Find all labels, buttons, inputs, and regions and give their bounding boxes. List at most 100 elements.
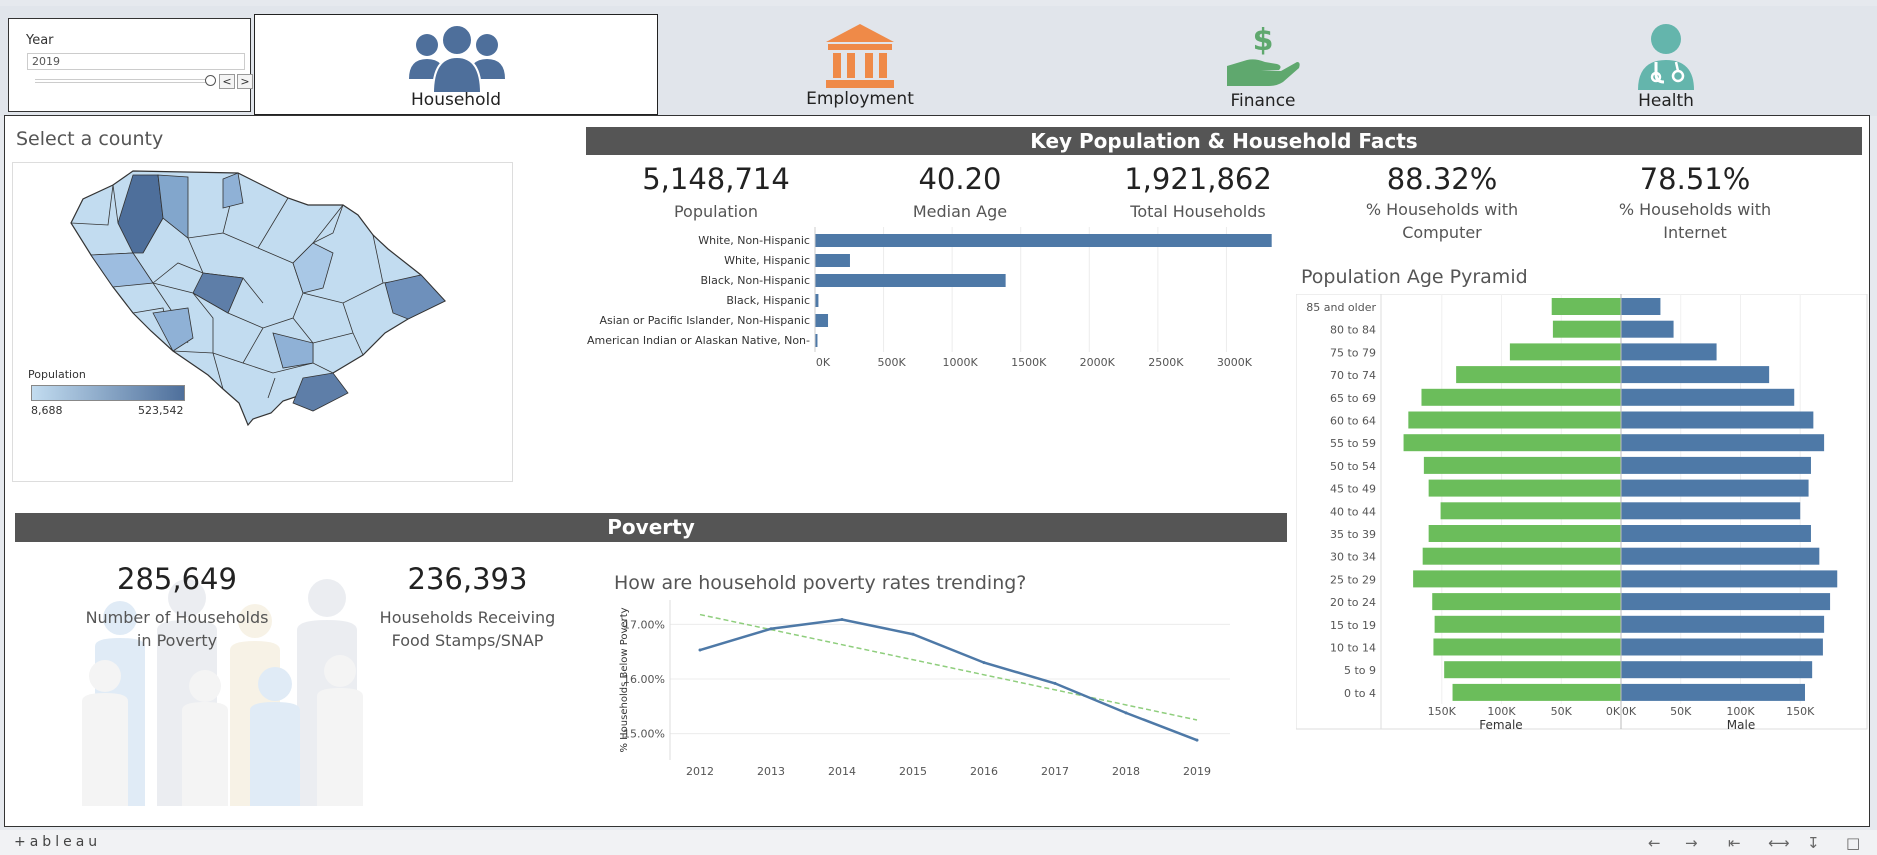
map-legend-gradient [31,385,185,401]
kpi-households-in-poverty-value: 285,649 [117,562,237,596]
race-category-label: Asian or Pacific Islander, Non-Hispanic [600,314,811,327]
race-population-chart[interactable]: 0K 500K 1000K 1500K 2000K 2500K 3000K White, No… [560,227,1300,377]
pyramid-female-bar [1408,411,1621,429]
pyramid-age-label: 85 and older [1306,301,1376,314]
money-hand-icon: $ [1227,23,1300,86]
trend-y-tick: 17.00% [623,618,665,631]
revert-icon[interactable]: ⇤ [1728,834,1741,852]
pyramid-male-bar [1621,388,1795,406]
race-bar [815,334,818,347]
svg-text:$: $ [1253,23,1274,58]
poverty-trend-chart[interactable]: 15.00% 16.00% 17.00% 2012 2013 2014 2015 2016 20… [610,600,1240,790]
pyramid-male-bar [1621,456,1811,474]
pyramid-male-bar [1621,547,1820,565]
race-x-tick: 2500K [1148,356,1184,369]
pyramid-x-tick-right: 50K [1670,705,1692,718]
pyramid-female-bar [1456,366,1621,384]
bank-building-icon [826,24,894,88]
age-pyramid-chart[interactable]: 85 and older 80 to 84 75 to 79 70 to 74 65 t… [1296,294,1868,730]
trend-point [1195,738,1199,742]
undo-icon[interactable]: ← [1648,834,1661,852]
year-slider-track[interactable] [35,79,215,83]
pyramid-male-bar [1621,479,1809,497]
pyramid-male-bar [1621,683,1805,701]
poverty-trend-title: How are household poverty rates trending… [614,572,1027,594]
pyramid-male-bar [1621,502,1801,520]
pyramid-age-label: 75 to 79 [1330,346,1376,359]
redo-icon[interactable]: → [1685,834,1698,852]
year-filter[interactable]: Year 2019 < > [8,18,253,112]
race-x-tick: 1000K [943,356,979,369]
tab-finance[interactable]: $ Finance [1163,14,1363,115]
kpi-computer-value: 88.32% [1386,162,1498,196]
race-x-tick: 3000K [1217,356,1253,369]
kpi-food-stamps: 236,393 Households Receiving Food Stamps… [360,562,575,652]
trend-x-tick: 2018 [1112,765,1140,778]
kpi-total-households-label: Total Households [1130,202,1266,221]
pyramid-male-bar [1621,570,1838,588]
race-category-label: Black, Non-Hispanic [700,274,810,287]
trend-series-line [699,618,1198,742]
trend-point [982,661,986,665]
download-icon[interactable]: ↧ [1807,834,1820,852]
map-legend-title: Population [28,368,86,381]
pyramid-female-bar [1432,593,1621,611]
pyramid-male-axis-label: Male [1727,718,1755,730]
pyramid-male-bar [1621,525,1811,542]
tab-health[interactable]: Health [1566,14,1766,115]
pyramid-female-bar [1422,547,1621,565]
pyramid-male-bar [1621,411,1814,429]
tab-employment[interactable]: Employment [760,14,960,115]
year-filter-label: Year [26,33,54,48]
pyramid-male-bar [1621,615,1825,633]
kpi-population-label: Population [673,202,759,221]
trend-x-tick: 2014 [828,765,856,778]
pyramid-x-tick-left: 50K [1551,705,1573,718]
pyramid-frame [1296,294,1868,730]
pyramid-title: Population Age Pyramid [1301,266,1528,288]
pyramid-female-axis-label: Female [1479,718,1522,730]
pyramid-age-label: 70 to 74 [1330,369,1376,382]
pyramid-female-bar [1452,683,1621,701]
pyramid-female-bar [1403,434,1621,452]
pyramid-male-bar [1621,661,1813,679]
pyramid-age-label: 20 to 24 [1330,596,1376,609]
trend-point [911,632,915,636]
doctor-stethoscope-icon [1638,24,1694,90]
year-filter-value[interactable]: 2019 [27,53,245,70]
trend-point [698,648,702,652]
trend-x-tick: 2013 [757,765,785,778]
race-bar [815,314,829,327]
pyramid-age-label: 25 to 29 [1330,573,1376,586]
pyramid-age-label: 10 to 14 [1330,642,1376,655]
pyramid-age-label: 80 to 84 [1330,324,1376,337]
share-icon[interactable]: ⟷ [1768,834,1790,852]
race-bar [815,294,819,307]
tableau-logo[interactable]: +ableau [14,834,102,850]
pyramid-age-label: 30 to 34 [1330,551,1376,564]
race-category-label: American Indian or Alaskan Native, Non- [587,334,810,347]
kpi-food-stamps-label: Households Receiving Food Stamps/SNAP [379,608,556,650]
year-prev-button[interactable]: < [219,74,235,89]
county-map[interactable]: Population 8,688 523,542 [12,162,513,482]
race-x-tick: 2000K [1080,356,1116,369]
year-slider-handle[interactable] [205,75,216,86]
year-next-button[interactable]: > [237,74,253,89]
pyramid-female-bar [1433,638,1621,656]
pyramid-male-bar [1621,320,1674,338]
pyramid-male-bar [1621,638,1823,656]
trend-x-tick: 2017 [1041,765,1069,778]
pyramid-female-bar [1421,388,1621,406]
pyramid-male-bar [1621,593,1831,611]
pyramid-age-label: 35 to 39 [1330,528,1376,541]
tab-employment-label: Employment [806,89,914,109]
fullscreen-icon[interactable]: □ [1846,834,1861,852]
county-map-svg[interactable] [13,163,514,483]
tab-health-label: Health [1638,91,1694,111]
poverty-header: Poverty [15,513,1287,542]
trend-line-dashed [699,613,1198,721]
tab-household[interactable]: Household [254,14,658,115]
trend-x-tick: 2015 [899,765,927,778]
kpi-total-households-value: 1,921,862 [1124,162,1272,196]
pyramid-female-bar [1413,570,1621,588]
